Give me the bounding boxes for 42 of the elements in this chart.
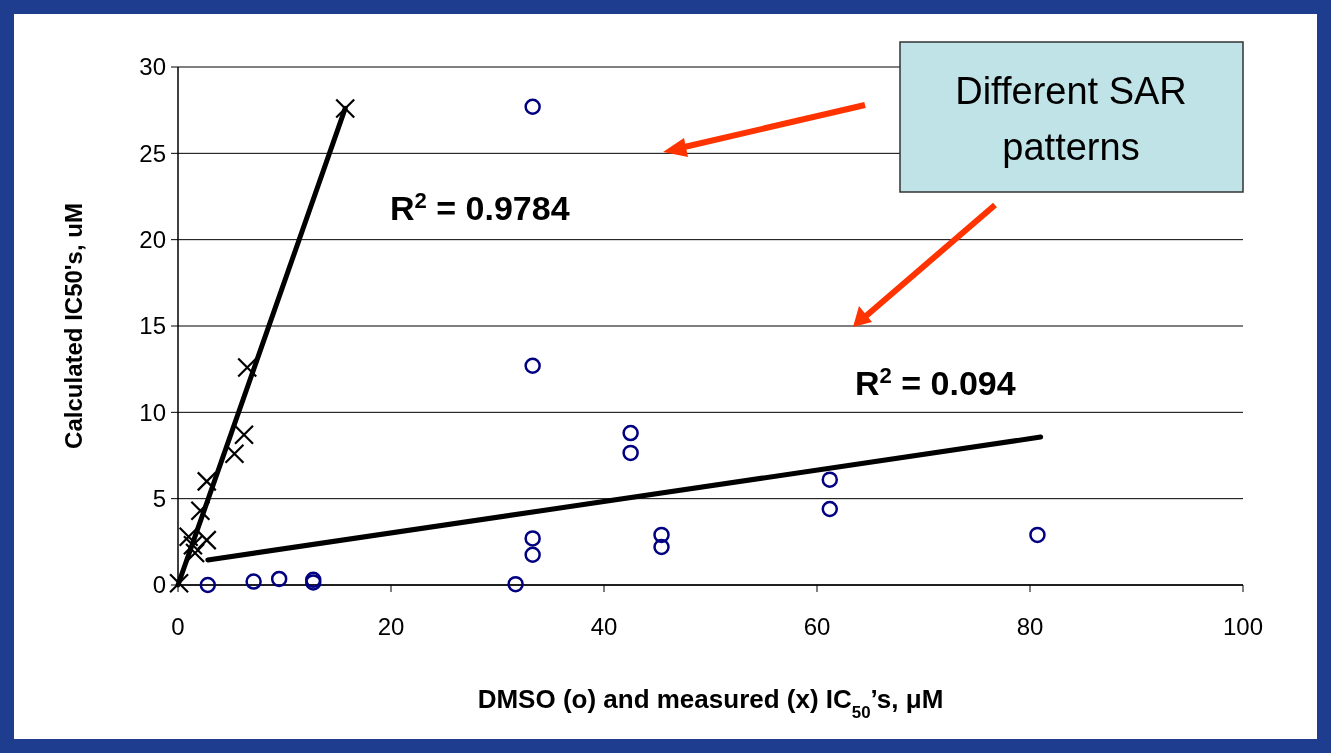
point	[168, 573, 190, 594]
x-tick-label: 40	[590, 613, 618, 640]
y-tick-label: 15	[139, 312, 166, 340]
point	[233, 424, 255, 445]
x-axis-title: DMSO (o) and measured (x) IC$_{50}$’s, μM	[477, 684, 944, 722]
point	[524, 530, 541, 547]
point	[190, 500, 211, 521]
point	[821, 471, 839, 488]
point	[196, 471, 217, 492]
y-tick-label: 30	[139, 53, 166, 81]
point	[622, 424, 639, 442]
point	[182, 535, 204, 556]
y-axis-title: Calculated IC50's, uM	[60, 203, 87, 449]
point	[653, 538, 670, 556]
y-tick-label: 0	[152, 571, 166, 599]
point	[524, 98, 541, 115]
point	[1029, 526, 1046, 544]
y-tick-label: 10	[139, 398, 166, 426]
point	[653, 526, 670, 544]
y-tick-label: 20	[139, 226, 166, 254]
point	[524, 546, 541, 564]
y-tick-label: 5	[152, 485, 166, 513]
point	[245, 573, 262, 590]
annotation: R$^{2}$ = 0.9784	[390, 187, 570, 227]
point	[237, 357, 258, 378]
point	[622, 444, 639, 462]
x-tick-label: 80	[1016, 613, 1044, 640]
annotation: Different SAR patterns	[955, 70, 1187, 168]
point	[224, 443, 245, 464]
point	[335, 98, 356, 119]
x-tick-label: 60	[803, 613, 831, 640]
x-tick-label: 100	[1222, 613, 1264, 640]
point	[184, 542, 206, 564]
x-tick-label: 20	[377, 613, 405, 640]
point	[270, 570, 288, 588]
y-tick-label: 25	[139, 139, 166, 167]
point	[507, 575, 524, 593]
x-tick-label: 0	[171, 613, 185, 640]
point	[821, 500, 839, 518]
annotation: R$^{2}$ = 0.094	[855, 362, 1016, 402]
point	[199, 576, 217, 594]
point	[524, 357, 541, 374]
